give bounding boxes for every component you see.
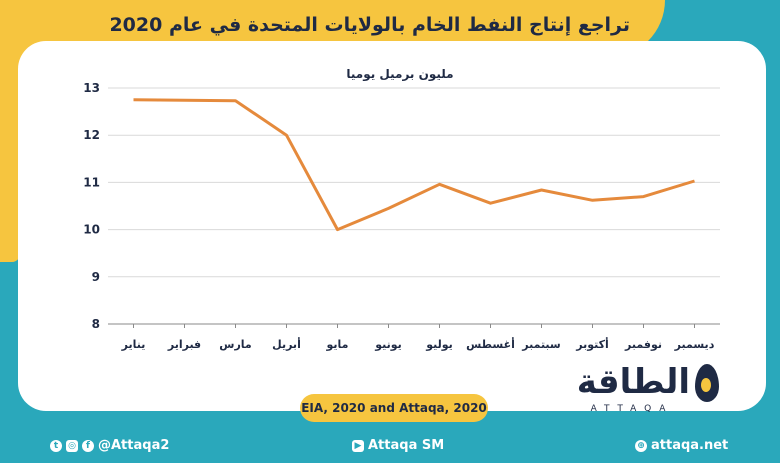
attaqa-logo: الطاقة ATTAQA: [560, 358, 730, 418]
chart-card: [18, 41, 766, 411]
social-handle[interactable]: @Attaqa2: [98, 438, 170, 453]
logo-arabic-text: الطاقة: [576, 362, 690, 402]
social-links[interactable]: t ◎ f @Attaqa2: [50, 438, 169, 453]
y-tick-label: 13: [83, 81, 100, 95]
website-url[interactable]: attaqa.net: [651, 438, 729, 453]
x-tick-label: مايو: [326, 338, 349, 351]
y-tick-label: 11: [83, 175, 100, 189]
x-tick-label: مارس: [219, 338, 251, 351]
facebook-icon[interactable]: f: [82, 439, 94, 452]
page-title: تراجع إنتاج النفط الخام بالولايات المتحد…: [109, 14, 630, 36]
youtube-link[interactable]: ▶ Attaqa SM: [352, 438, 444, 453]
y-tick-label: 8: [92, 317, 100, 331]
instagram-icon[interactable]: ◎: [66, 439, 78, 452]
x-tick-label: سبتمبر: [521, 338, 561, 351]
globe-icon[interactable]: ⊕: [635, 439, 647, 452]
website-link[interactable]: ⊕ attaqa.net: [635, 438, 728, 453]
x-tick-label: فبراير: [167, 338, 201, 351]
series-line: [133, 98, 695, 232]
chart-grid: [108, 87, 720, 325]
decorative-strip: [0, 40, 20, 262]
y-tick-label: 9: [92, 270, 100, 284]
youtube-handle[interactable]: Attaqa SM: [368, 438, 445, 453]
x-tick-label: أغسطس: [466, 337, 515, 351]
x-tick-label: أبريل: [272, 337, 301, 351]
x-tick-label: يونيو: [374, 338, 402, 351]
y-tick-label: 12: [83, 128, 100, 142]
youtube-icon[interactable]: ▶: [352, 439, 364, 452]
x-tick-label: ديسمبر: [674, 338, 715, 351]
x-tick-label: نوفمبر: [624, 338, 662, 351]
x-axis-labels: يناير فبراير مارس أبريل مايو يونيو يوليو أغسطس س…: [121, 324, 715, 351]
y-axis-title: مليون برميل يوميا: [346, 67, 453, 82]
y-axis-labels: 8 9 10 11 12 13: [83, 81, 100, 331]
twitter-icon[interactable]: t: [50, 439, 62, 452]
drop-icon: [695, 364, 719, 402]
y-tick-label: 10: [83, 223, 100, 237]
source-label: EIA, 2020 and Attaqa, 2020: [300, 394, 488, 422]
x-tick-label: أكتوبر: [575, 337, 609, 351]
x-tick-label: يناير: [121, 338, 146, 351]
x-tick-label: يوليو: [425, 338, 453, 351]
logo-latin-text: ATTAQA: [590, 404, 674, 414]
footer-bar: t ◎ f @Attaqa2 ▶ Attaqa SM ⊕ attaqa.net: [0, 430, 780, 463]
